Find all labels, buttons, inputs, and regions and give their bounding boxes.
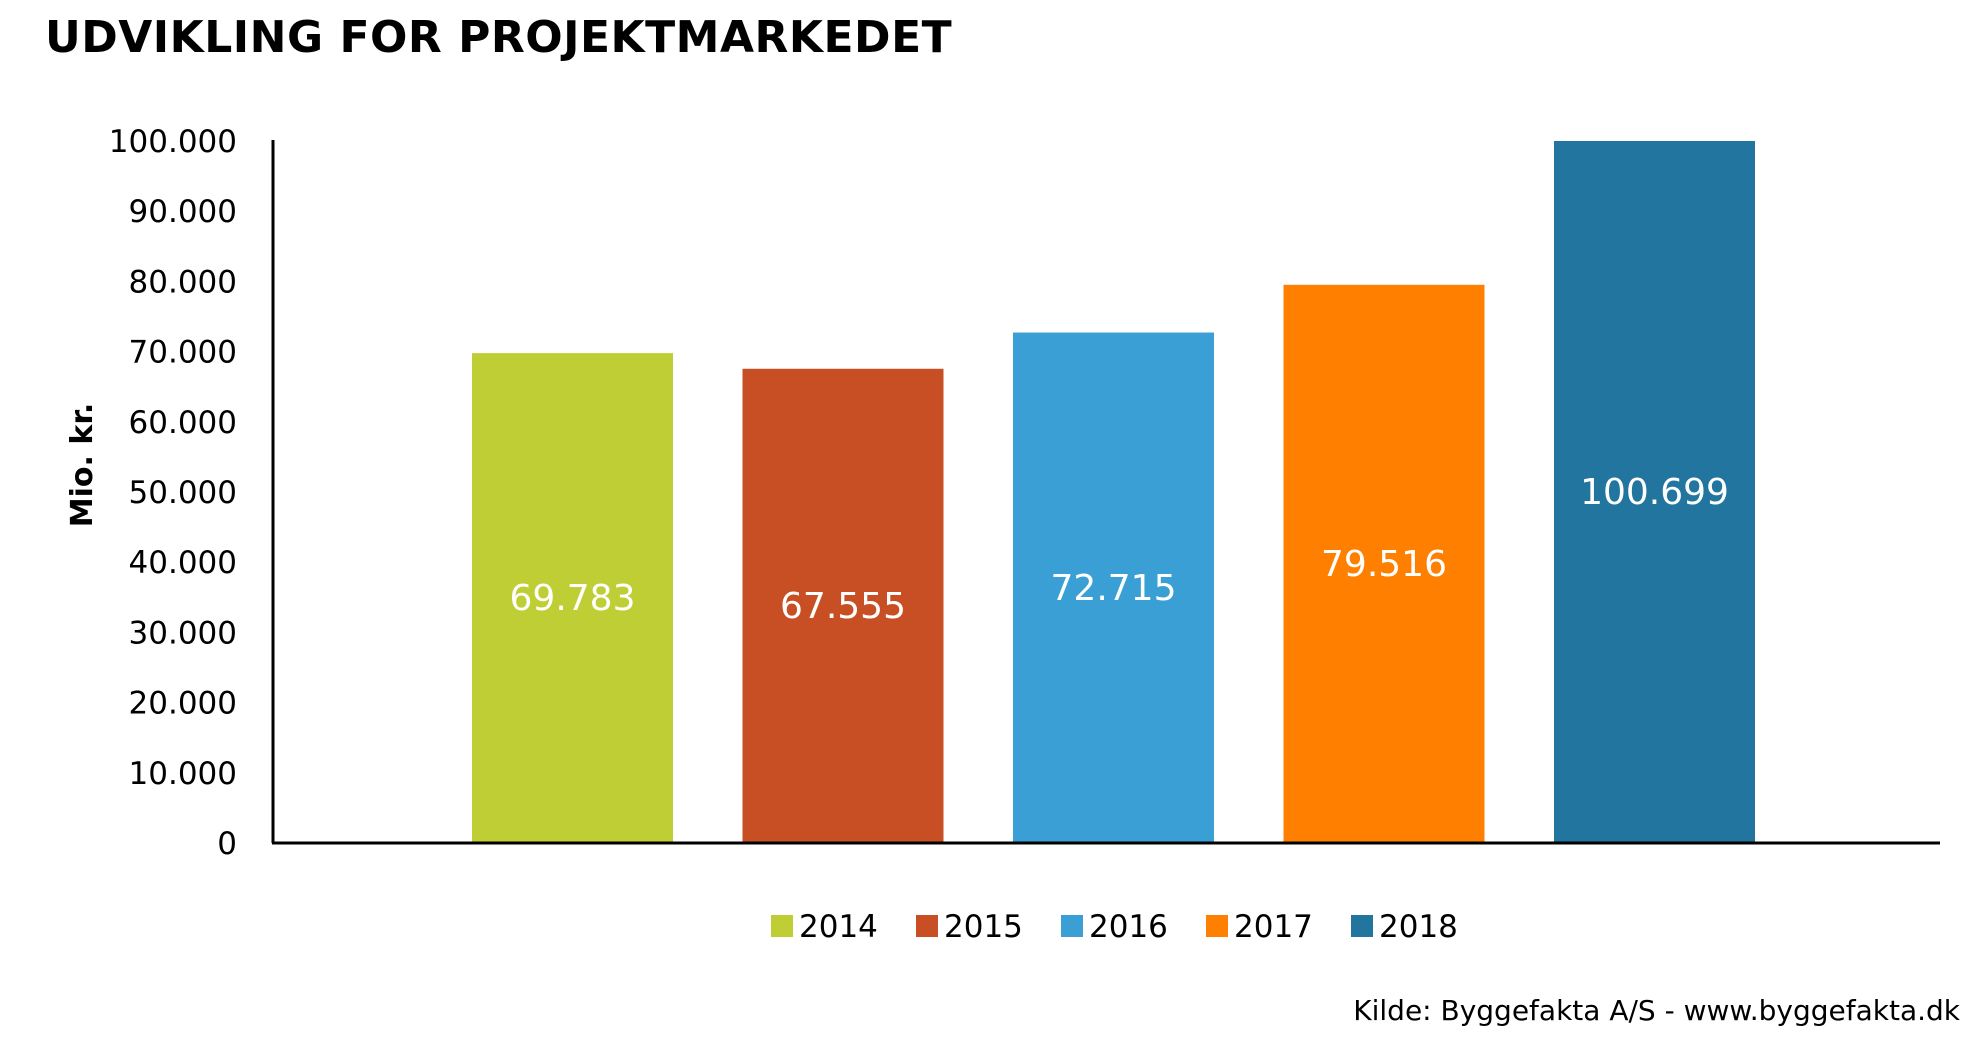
y-axis-ticks: 0 10.000 20.000 30.000 40.000 50.000 60.000 70.… xyxy=(109,124,237,862)
chart-title: UDVIKLING FOR PROJEKTMARKEDET xyxy=(45,12,953,63)
legend-swatch-2014 xyxy=(771,915,793,937)
bars xyxy=(472,141,1755,843)
legend-label-2017: 2017 xyxy=(1234,909,1313,945)
bar-data-labels: 69.783 67.555 72.715 79.516 100.699 xyxy=(510,472,1729,627)
y-tick-label: 50.000 xyxy=(129,475,237,511)
y-tick-label: 30.000 xyxy=(129,615,237,651)
legend: 2014 2015 2016 2017 2018 xyxy=(771,909,1458,945)
bar-value-label-2017: 79.516 xyxy=(1321,544,1447,585)
bar-value-label-2015: 67.555 xyxy=(780,586,906,627)
y-axis-title: Mio. kr. xyxy=(65,403,100,527)
legend-label-2016: 2016 xyxy=(1089,909,1168,945)
y-tick-label: 60.000 xyxy=(129,405,237,441)
bar-value-label-2014: 69.783 xyxy=(510,578,636,619)
legend-swatch-2015 xyxy=(916,915,938,937)
y-tick-label: 80.000 xyxy=(129,264,237,300)
y-tick-label: 100.000 xyxy=(109,124,237,160)
legend-swatch-2017 xyxy=(1206,915,1228,937)
bar-2017 xyxy=(1283,284,1485,843)
y-tick-label: 0 xyxy=(217,826,237,862)
y-tick-label: 90.000 xyxy=(129,194,237,230)
bar-2014 xyxy=(472,353,673,843)
y-tick-label: 10.000 xyxy=(129,756,237,792)
bar-value-label-2018: 100.699 xyxy=(1580,472,1729,513)
legend-label-2014: 2014 xyxy=(799,909,878,945)
y-tick-label: 70.000 xyxy=(129,335,237,371)
bar-2016 xyxy=(1013,332,1214,843)
y-tick-label: 20.000 xyxy=(129,686,237,722)
bar-2015 xyxy=(742,368,944,843)
legend-label-2018: 2018 xyxy=(1379,909,1458,945)
y-tick-label: 40.000 xyxy=(129,545,237,581)
legend-swatch-2016 xyxy=(1061,915,1083,937)
bar-value-label-2016: 72.715 xyxy=(1051,568,1177,609)
legend-label-2015: 2015 xyxy=(944,909,1023,945)
bar-2018 xyxy=(1554,141,1755,843)
legend-swatch-2018 xyxy=(1351,915,1373,937)
source-note: Kilde: Byggefakta A/S - www.byggefakta.d… xyxy=(1353,994,1960,1027)
y-axis-title-group: Mio. kr. xyxy=(65,403,100,527)
